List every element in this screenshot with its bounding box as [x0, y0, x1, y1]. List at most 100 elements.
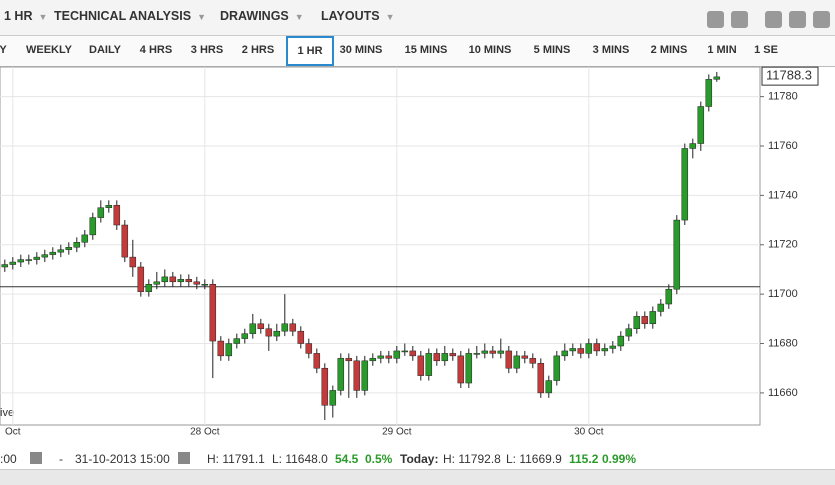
- candle-body: [569, 348, 577, 352]
- candle-body: [273, 330, 281, 337]
- timeframe-button[interactable]: 5 MINS: [533, 44, 571, 56]
- candle-body: [553, 355, 561, 381]
- candle-body: [705, 79, 713, 107]
- candle-body: [505, 350, 513, 369]
- candle-body: [185, 279, 193, 283]
- menu-label: LAYOUTS: [321, 9, 380, 23]
- candle-body: [217, 340, 225, 357]
- y-tick-label: 11720: [768, 239, 798, 251]
- timeframe-button[interactable]: 1 HR: [286, 36, 334, 66]
- candle-body: [241, 333, 249, 339]
- candle-body: [289, 323, 297, 332]
- candle-body: [353, 360, 361, 391]
- y-tick-label: 11700: [768, 288, 798, 300]
- candle-body: [105, 205, 113, 208]
- calendar-icon[interactable]: [30, 452, 42, 464]
- candle-body: [441, 353, 449, 362]
- menu[interactable]: TECHNICAL ANALYSIS ▼: [54, 9, 206, 23]
- menu-label: DRAWINGS: [220, 9, 289, 23]
- candle-body: [201, 284, 209, 286]
- settings-button[interactable]: [765, 11, 782, 28]
- x-tick-label: 30 Oct: [574, 427, 604, 438]
- timeframe-button[interactable]: 1 MIN: [707, 44, 737, 56]
- candle-body: [193, 281, 201, 285]
- candle-body: [713, 76, 721, 80]
- timeframe-button[interactable]: 4 HRS: [139, 44, 173, 56]
- y-tick-label: 11660: [768, 387, 798, 399]
- candle-body: [49, 251, 57, 255]
- candle-body: [329, 390, 337, 406]
- candle-body: [41, 254, 49, 258]
- candle-body: [489, 350, 497, 354]
- candle-body: [681, 148, 689, 221]
- last-price-box: [761, 66, 819, 86]
- timeframe-button[interactable]: 1 SE: [754, 44, 778, 56]
- candle-body: [121, 224, 129, 258]
- snapshot-button[interactable]: [707, 11, 724, 28]
- status-change: 0.99%: [602, 452, 637, 466]
- candle-body: [65, 246, 73, 250]
- candle-body: [313, 353, 321, 369]
- candle-body: [393, 350, 401, 359]
- menu[interactable]: LAYOUTS ▼: [321, 9, 395, 23]
- candle-body: [657, 303, 665, 312]
- candle-body: [521, 355, 529, 359]
- candle-body: [17, 259, 25, 263]
- bottom-panel: [0, 469, 835, 485]
- timeframe-button[interactable]: 15 MINS: [404, 44, 448, 56]
- candle-body: [113, 205, 121, 226]
- x-tick-label: 29 Oct: [382, 427, 412, 438]
- candle-body: [249, 323, 257, 334]
- menu[interactable]: DRAWINGS ▼: [220, 9, 304, 23]
- candle-body: [225, 343, 233, 357]
- toolbar: 1 HR ▼ TECHNICAL ANALYSIS ▼ DRAWINGS ▼ LAYO…: [0, 0, 835, 36]
- close-button[interactable]: [813, 11, 830, 28]
- menu-label: TECHNICAL ANALYSIS: [54, 9, 192, 23]
- last-price-label: 11788.3: [766, 68, 812, 83]
- candle-body: [1, 264, 9, 268]
- candle-body: [177, 279, 185, 283]
- candle-body: [401, 350, 409, 353]
- candle-body: [473, 353, 481, 355]
- timeframe-button[interactable]: 2 HRS: [241, 44, 275, 56]
- candle-body: [697, 106, 705, 144]
- status-text: H: 11792.8: [443, 452, 501, 466]
- timeframe-button[interactable]: 3 HRS: [190, 44, 224, 56]
- help-button[interactable]: [789, 11, 806, 28]
- candle-body: [609, 345, 617, 349]
- candle-body: [601, 348, 609, 352]
- candle-body: [537, 363, 545, 394]
- x-tick-label: Oct: [5, 427, 21, 438]
- calendar-icon[interactable]: [178, 452, 190, 464]
- candle-body: [673, 219, 681, 290]
- candle-body: [633, 316, 641, 329]
- timeframe-button[interactable]: 30 MINS: [339, 44, 383, 56]
- timeframe-button[interactable]: Y: [0, 44, 7, 56]
- candle-body: [593, 343, 601, 352]
- candle-body: [617, 335, 625, 347]
- timeframe-button[interactable]: 10 MINS: [468, 44, 512, 56]
- plot-area: [0, 66, 761, 426]
- timeframe-button[interactable]: 3 MINS: [592, 44, 630, 56]
- candle-body: [361, 360, 369, 391]
- status-text: Today:: [400, 452, 439, 466]
- interval-menu[interactable]: 1 HR ▼: [4, 9, 48, 23]
- candle-body: [385, 355, 393, 359]
- timeframe-button[interactable]: 2 MINS: [650, 44, 688, 56]
- candle-body: [137, 266, 145, 292]
- candle-body: [153, 281, 161, 285]
- candle-body: [377, 355, 385, 359]
- y-tick-label: 11780: [768, 91, 798, 103]
- timeframe-button[interactable]: WEEKLY: [25, 44, 73, 56]
- corner-text: ive: [0, 407, 14, 419]
- status-change: 0.5%: [365, 452, 393, 466]
- candle-body: [257, 323, 265, 329]
- candle-body: [665, 288, 673, 305]
- candle-body: [577, 348, 585, 354]
- candle-body: [649, 311, 657, 325]
- timeframe-button[interactable]: DAILY: [89, 44, 121, 56]
- print-button[interactable]: [731, 11, 748, 28]
- candle-body: [409, 350, 417, 357]
- candle-body: [233, 338, 241, 344]
